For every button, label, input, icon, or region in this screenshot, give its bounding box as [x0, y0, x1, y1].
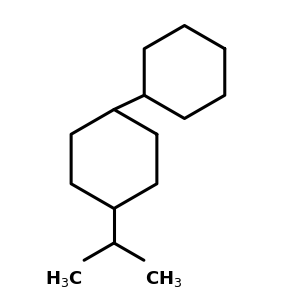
Text: H$_3$C: H$_3$C — [45, 269, 82, 289]
Text: CH$_3$: CH$_3$ — [146, 269, 183, 289]
